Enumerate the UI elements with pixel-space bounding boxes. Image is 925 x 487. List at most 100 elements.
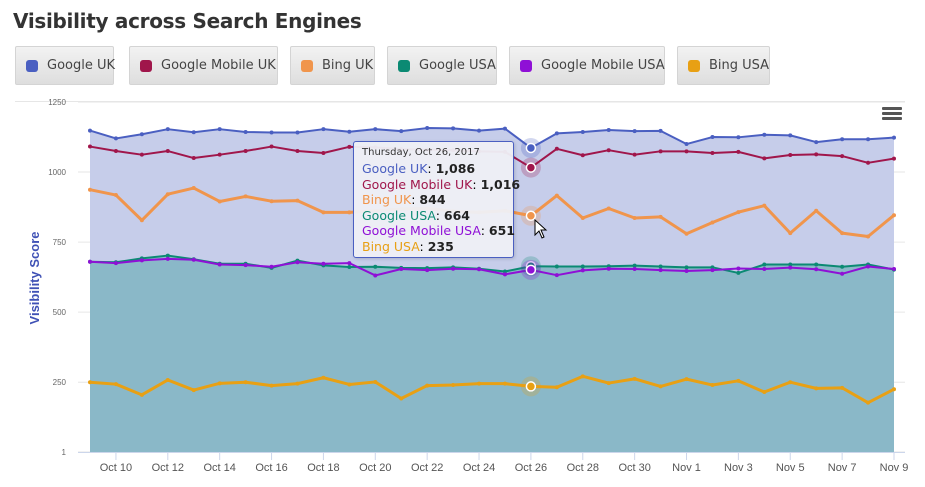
data-point-google-usa[interactable] [710, 265, 715, 270]
data-point-google-usa[interactable] [502, 269, 507, 274]
data-point-google-mobile-usa[interactable] [866, 264, 871, 269]
data-point-google-mobile-uk[interactable] [88, 144, 92, 149]
data-point-bing-usa[interactable] [840, 385, 845, 390]
data-point-google-usa[interactable] [632, 263, 637, 268]
data-point-google-mobile-uk[interactable] [113, 149, 118, 154]
data-point-google-uk[interactable] [710, 135, 715, 140]
data-point-google-uk[interactable] [425, 126, 430, 131]
data-point-bing-usa[interactable] [684, 377, 689, 382]
data-point-bing-uk[interactable] [88, 187, 92, 192]
data-point-google-uk[interactable] [892, 135, 896, 140]
data-point-google-uk[interactable] [88, 128, 92, 133]
data-point-google-mobile-usa[interactable] [736, 266, 741, 271]
data-point-bing-usa[interactable] [269, 383, 274, 388]
data-point-bing-uk[interactable] [269, 199, 274, 204]
data-point-google-mobile-usa[interactable] [347, 261, 352, 266]
data-point-google-usa[interactable] [373, 264, 378, 269]
data-point-bing-usa[interactable] [502, 381, 507, 386]
data-point-google-usa[interactable] [840, 264, 845, 269]
data-point-bing-usa[interactable] [165, 377, 170, 382]
data-point-google-mobile-usa[interactable] [451, 266, 456, 271]
data-point-bing-uk[interactable] [762, 203, 767, 208]
data-point-google-mobile-usa[interactable] [710, 268, 715, 273]
data-point-google-mobile-uk[interactable] [295, 149, 300, 154]
data-point-bing-uk[interactable] [295, 198, 300, 203]
data-point-google-mobile-uk[interactable] [736, 149, 741, 154]
data-point-google-mobile-usa[interactable] [399, 267, 404, 272]
data-point-google-mobile-uk[interactable] [840, 154, 845, 159]
data-point-bing-usa[interactable] [606, 381, 611, 386]
data-point-google-mobile-usa[interactable] [191, 257, 196, 262]
data-point-google-mobile-uk[interactable] [165, 149, 170, 154]
data-point-bing-uk[interactable] [139, 218, 144, 223]
data-point-bing-uk[interactable] [321, 210, 326, 215]
data-point-google-uk[interactable] [736, 135, 741, 140]
data-point-google-uk[interactable] [217, 127, 222, 132]
data-point-google-uk[interactable] [139, 132, 144, 137]
data-point-google-usa[interactable] [788, 262, 793, 267]
hover-point-google-uk[interactable] [525, 142, 537, 154]
data-point-bing-uk[interactable] [814, 208, 819, 213]
data-point-bing-usa[interactable] [788, 380, 793, 385]
hover-point-bing-uk[interactable] [525, 210, 537, 222]
data-point-google-uk[interactable] [165, 127, 170, 132]
legend-item-google-mobile-uk[interactable]: Google Mobile UK [129, 46, 278, 85]
data-point-google-mobile-usa[interactable] [243, 263, 248, 268]
data-point-google-mobile-usa[interactable] [580, 268, 585, 273]
data-point-google-mobile-usa[interactable] [814, 267, 819, 272]
data-point-google-mobile-usa[interactable] [502, 272, 507, 277]
data-point-google-uk[interactable] [814, 140, 819, 145]
data-point-bing-usa[interactable] [113, 382, 118, 387]
data-point-google-uk[interactable] [762, 132, 767, 137]
data-point-google-mobile-usa[interactable] [840, 271, 845, 276]
data-point-google-mobile-uk[interactable] [321, 151, 326, 156]
data-point-google-uk[interactable] [684, 142, 689, 147]
data-point-google-mobile-uk[interactable] [684, 149, 689, 154]
data-point-bing-usa[interactable] [425, 383, 430, 388]
data-point-google-mobile-uk[interactable] [269, 144, 274, 149]
legend-item-bing-usa[interactable]: Bing USA [677, 46, 770, 85]
data-point-google-mobile-usa[interactable] [165, 256, 170, 261]
data-point-bing-usa[interactable] [399, 396, 404, 401]
data-point-bing-uk[interactable] [658, 214, 663, 219]
data-point-google-uk[interactable] [347, 129, 352, 134]
data-point-google-mobile-usa[interactable] [269, 264, 274, 269]
data-point-bing-usa[interactable] [580, 374, 585, 379]
data-point-bing-usa[interactable] [710, 383, 715, 388]
data-point-google-mobile-usa[interactable] [632, 267, 637, 272]
data-point-bing-uk[interactable] [580, 216, 585, 221]
legend-item-google-mobile-usa[interactable]: Google Mobile USA [509, 46, 665, 85]
data-point-google-usa[interactable] [347, 265, 352, 270]
data-point-bing-usa[interactable] [866, 400, 871, 405]
data-point-bing-usa[interactable] [451, 383, 456, 388]
data-point-google-usa[interactable] [762, 262, 767, 267]
legend-item-google-usa[interactable]: Google USA [387, 46, 497, 85]
data-point-bing-usa[interactable] [347, 382, 352, 387]
data-point-google-usa[interactable] [554, 264, 559, 269]
data-point-google-mobile-uk[interactable] [814, 152, 819, 157]
data-point-google-mobile-usa[interactable] [606, 266, 611, 271]
data-point-google-mobile-usa[interactable] [892, 267, 896, 272]
data-point-bing-usa[interactable] [632, 376, 637, 381]
data-point-google-mobile-uk[interactable] [139, 152, 144, 157]
data-point-google-mobile-uk[interactable] [243, 149, 248, 154]
data-point-google-mobile-usa[interactable] [217, 262, 222, 267]
data-point-google-uk[interactable] [606, 128, 611, 133]
hover-point-google-mobile-uk[interactable] [525, 162, 537, 173]
data-point-bing-uk[interactable] [243, 194, 248, 199]
data-point-bing-usa[interactable] [736, 378, 741, 383]
data-point-google-mobile-uk[interactable] [762, 156, 767, 161]
data-point-google-mobile-uk[interactable] [217, 152, 222, 157]
data-point-google-uk[interactable] [295, 130, 300, 135]
data-point-google-uk[interactable] [113, 136, 118, 141]
data-point-google-uk[interactable] [451, 126, 456, 131]
legend-item-bing-uk[interactable]: Bing UK [290, 46, 375, 85]
data-point-bing-usa[interactable] [892, 387, 896, 392]
data-point-google-uk[interactable] [840, 137, 845, 142]
data-point-bing-uk[interactable] [606, 206, 611, 211]
data-point-bing-uk[interactable] [710, 220, 715, 225]
data-point-google-uk[interactable] [554, 131, 559, 136]
data-point-bing-uk[interactable] [554, 193, 559, 198]
data-point-google-uk[interactable] [502, 126, 507, 131]
data-point-bing-usa[interactable] [139, 392, 144, 397]
